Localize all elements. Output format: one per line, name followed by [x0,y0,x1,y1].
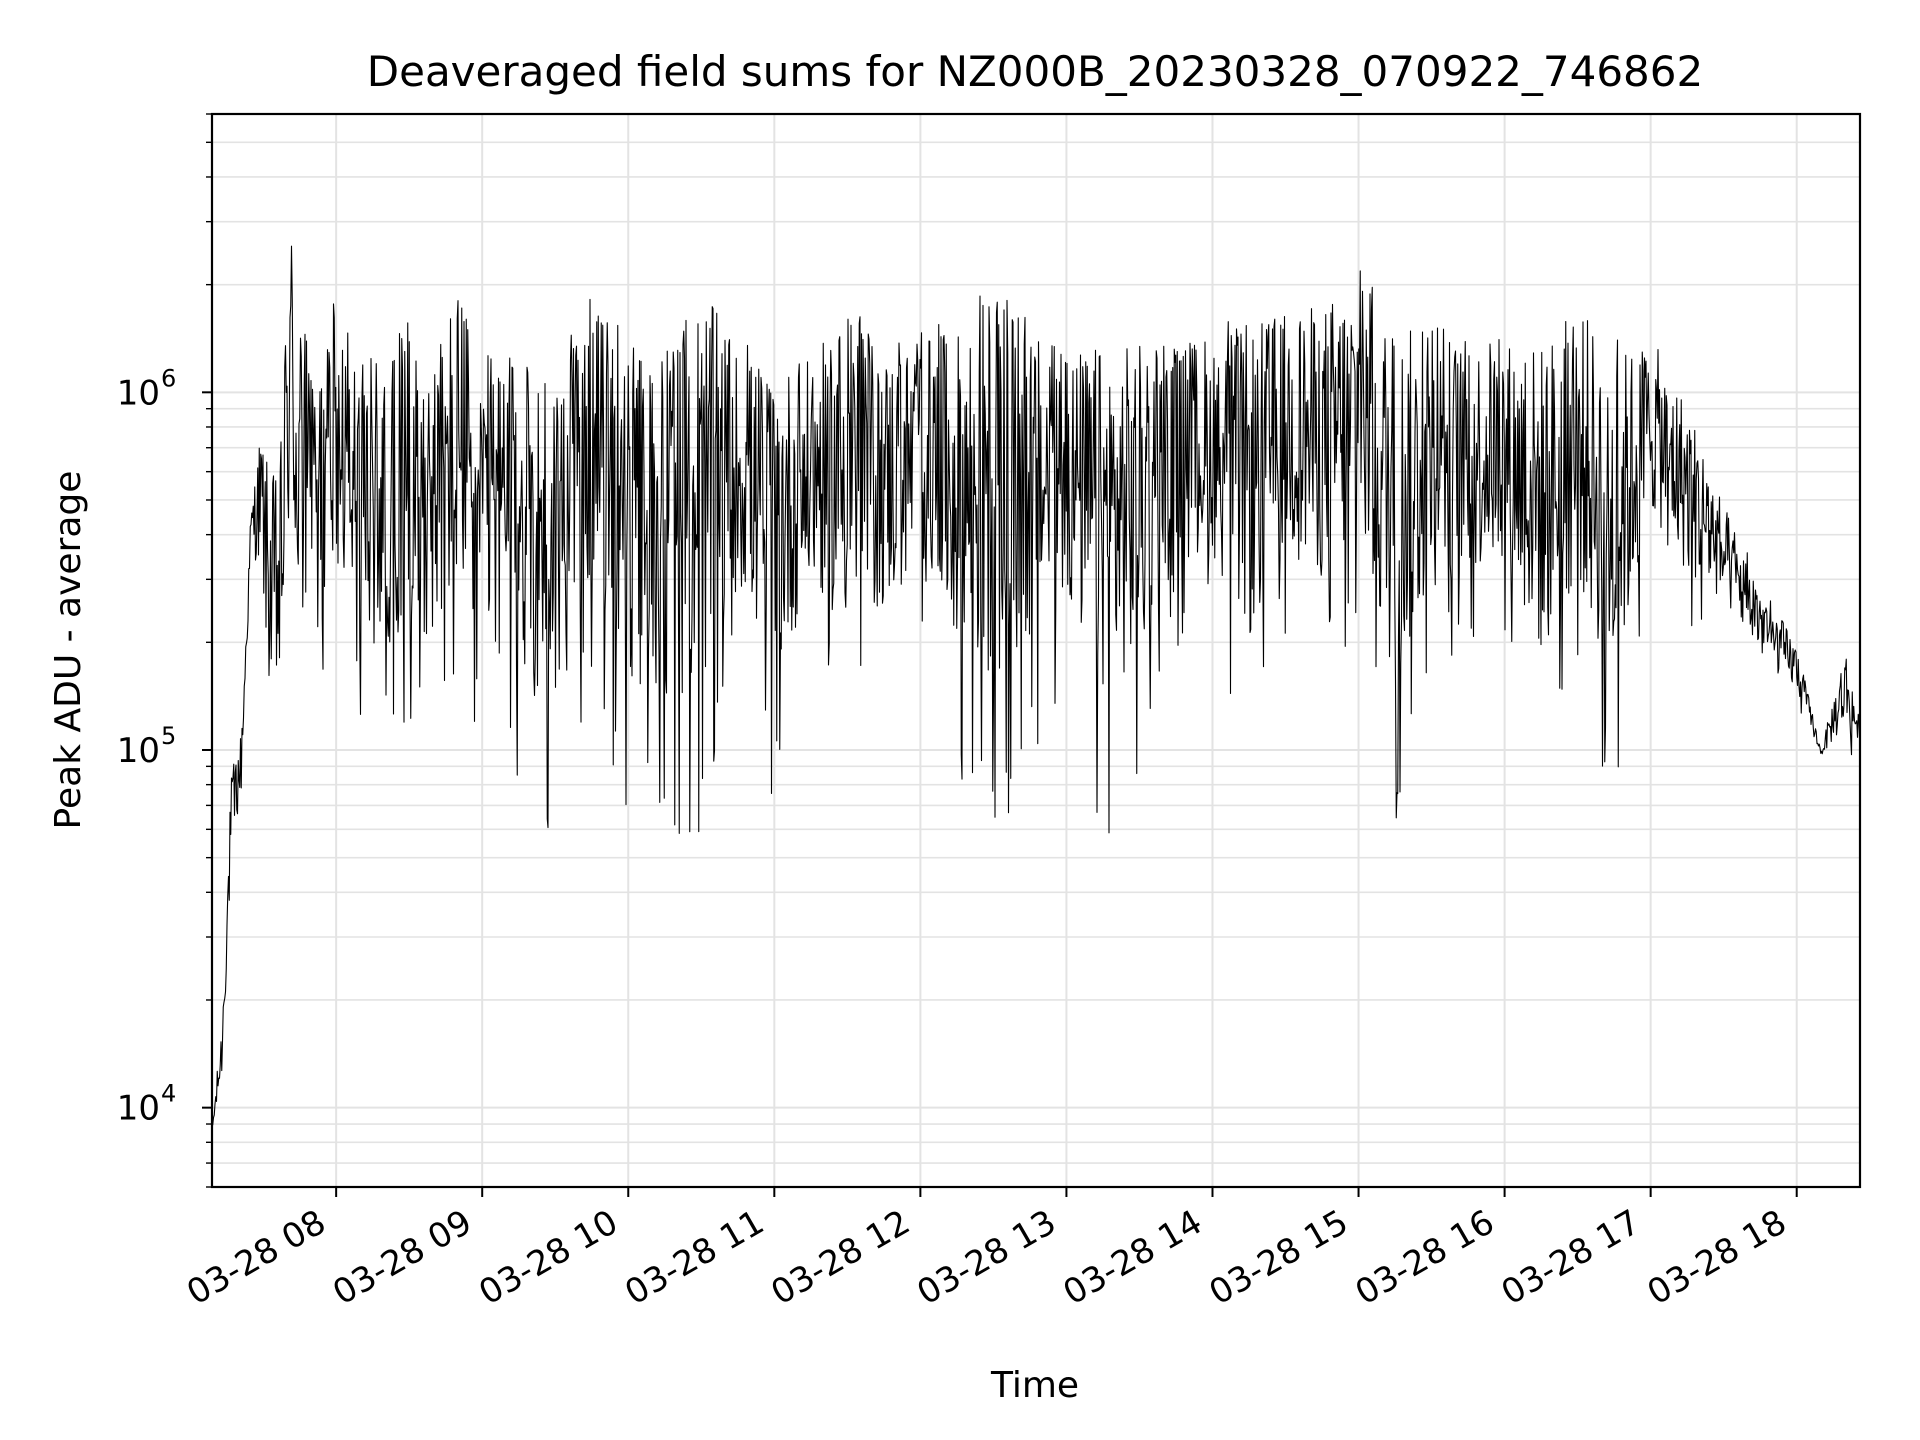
y-tick-label-base: 10 [117,1089,160,1129]
y-tick-label: 10 6 [117,364,177,413]
y-tick-label-exponent: 4 [161,1080,176,1108]
x-axis-label: Time [990,1365,1079,1406]
y-tick-label-exponent: 6 [161,364,176,392]
y-tick-label-base: 10 [117,373,160,413]
plot-area [211,245,1861,1127]
y-tick-label-exponent: 5 [161,722,176,750]
y-tick-label: 10 4 [117,1080,177,1129]
y-tick-label-base: 10 [117,731,160,771]
y-axis-label: Peak ADU - average [48,471,89,830]
chart-title: Deaveraged field sums for NZ000B_2023032… [367,47,1703,96]
data-series-line [211,245,1861,1127]
y-tick-label: 10 5 [117,722,177,771]
plot-frame [210,112,1862,1189]
